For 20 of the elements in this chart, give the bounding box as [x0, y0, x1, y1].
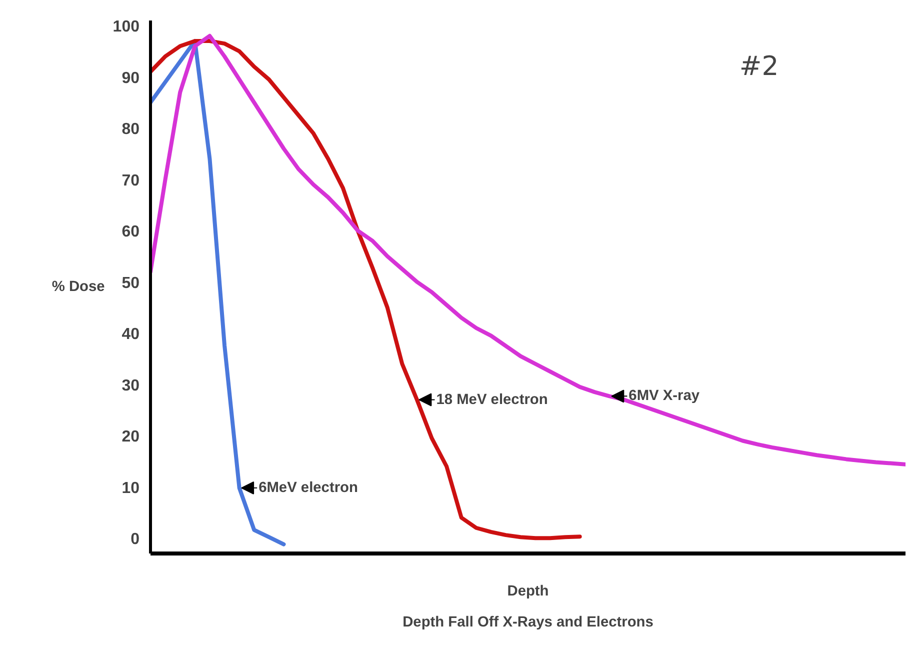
- line-series: [150, 34, 906, 466]
- y-tick-label: 90: [122, 70, 140, 87]
- series-label: 18 MeV electron: [436, 392, 548, 408]
- y-tick-label: 30: [122, 377, 140, 394]
- y-axis-title: % Dose: [52, 279, 105, 295]
- y-tick-label: 60: [122, 224, 140, 241]
- y-tick-label: 40: [122, 326, 140, 344]
- x-axis-title: Depth: [507, 584, 549, 600]
- y-tick-label: 50: [122, 274, 140, 292]
- y-tick-label: 0: [130, 531, 140, 548]
- annotation: #2: [739, 51, 779, 82]
- series-label: 6MeV electron: [258, 480, 358, 496]
- y-tick-label: 10: [122, 480, 140, 497]
- series-label: 6MV X-ray: [628, 388, 700, 404]
- y-tick-label: 80: [122, 121, 140, 138]
- y-tick-label: 100: [112, 18, 140, 36]
- y-tick-label: 70: [122, 172, 140, 190]
- y-tick-label: 20: [122, 428, 140, 446]
- line-series: [150, 39, 582, 540]
- text: Depth Fall Off X-Rays and Electrons: [402, 614, 654, 630]
